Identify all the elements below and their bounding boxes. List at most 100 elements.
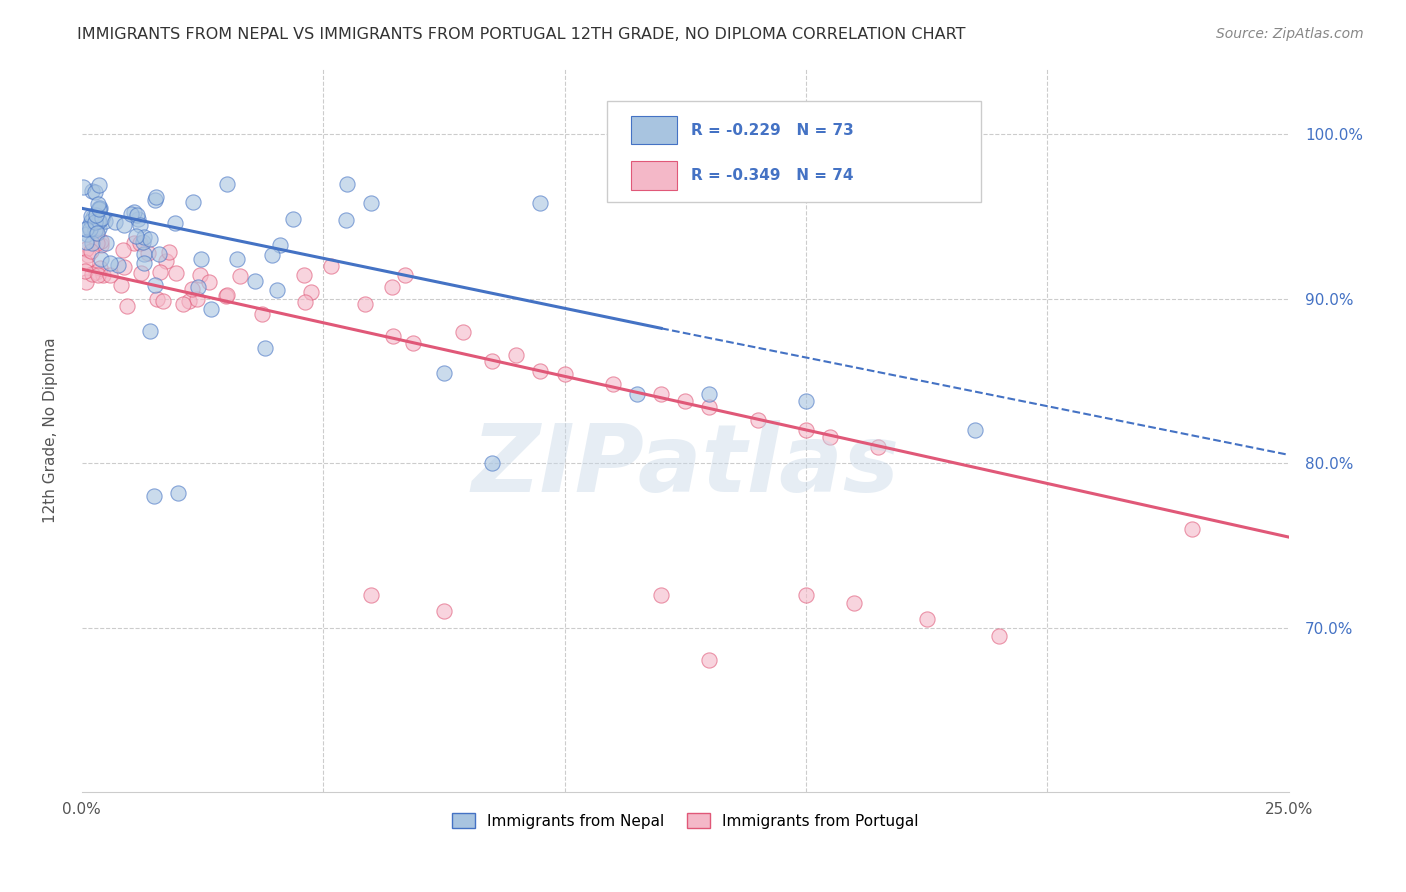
Point [124, 229, 146, 244]
Point [89, 202, 111, 216]
Point [229, 269, 252, 284]
Point [292, 268, 315, 283]
Point [673, 393, 696, 408]
Point [650, 588, 672, 602]
Point [107, 258, 129, 272]
Point [89, 178, 111, 192]
Point [505, 348, 527, 362]
Point [104, 215, 127, 229]
Point [626, 128, 648, 142]
Point [87, 214, 110, 228]
Point [188, 268, 211, 283]
Point [128, 218, 150, 232]
Point [132, 247, 155, 261]
Point [360, 196, 382, 211]
Point [82, 184, 104, 198]
Point [75, 275, 97, 289]
Point [200, 302, 222, 317]
Point [157, 244, 180, 259]
Point [136, 246, 159, 260]
Point [82, 210, 104, 224]
Point [163, 215, 186, 229]
Point [79, 222, 101, 236]
Point [129, 235, 152, 250]
Point [143, 194, 166, 208]
Point [84, 223, 107, 237]
Point [87, 201, 110, 215]
Point [215, 289, 238, 303]
Point [80, 244, 103, 258]
Point [699, 401, 721, 415]
Point [336, 177, 359, 191]
Point [80, 210, 103, 224]
Point [83, 215, 105, 229]
Point [75, 221, 97, 235]
Point [602, 377, 624, 392]
Point [75, 264, 97, 278]
Point [110, 278, 132, 293]
Point [626, 387, 648, 401]
Y-axis label: 12th Grade, No Diploma: 12th Grade, No Diploma [44, 337, 58, 523]
Point [98, 268, 121, 283]
Point [82, 267, 104, 281]
Point [183, 194, 205, 209]
Point [481, 354, 503, 368]
Text: ZIPatlas: ZIPatlas [471, 420, 900, 512]
Point [86, 236, 108, 251]
Point [554, 368, 576, 382]
Point [90, 238, 112, 252]
Point [129, 267, 152, 281]
Point [243, 274, 266, 288]
Point [215, 177, 238, 191]
Point [127, 212, 149, 227]
Point [122, 236, 145, 251]
Point [122, 205, 145, 219]
Point [394, 268, 416, 282]
Point [155, 254, 177, 268]
Point [529, 364, 551, 378]
Point [198, 275, 221, 289]
Point [87, 268, 110, 282]
Point [83, 186, 105, 200]
Point [186, 292, 208, 306]
Point [86, 265, 108, 279]
Point [818, 430, 841, 444]
Point [335, 213, 357, 227]
Point [132, 235, 155, 250]
Point [381, 280, 404, 294]
Point [146, 292, 169, 306]
Point [132, 230, 155, 244]
Point [152, 294, 174, 309]
Point [260, 248, 283, 262]
Point [988, 629, 1011, 643]
Point [299, 285, 322, 300]
Text: Source: ZipAtlas.com: Source: ZipAtlas.com [1216, 27, 1364, 41]
Point [794, 393, 817, 408]
Point [650, 387, 672, 401]
Point [1181, 522, 1204, 536]
Point [87, 196, 110, 211]
Point [143, 489, 166, 503]
Point [76, 248, 98, 262]
Point [90, 252, 112, 266]
Point [225, 252, 247, 266]
Point [91, 268, 114, 283]
Point [86, 208, 108, 222]
Point [77, 219, 100, 233]
Point [529, 196, 551, 211]
Point [80, 214, 103, 228]
Point [134, 256, 156, 270]
Point [433, 366, 456, 380]
Point [143, 277, 166, 292]
Point [115, 299, 138, 313]
Point [794, 423, 817, 437]
Point [94, 214, 117, 228]
Point [269, 237, 291, 252]
Text: IMMIGRANTS FROM NEPAL VS IMMIGRANTS FROM PORTUGAL 12TH GRADE, NO DIPLOMA CORRELA: IMMIGRANTS FROM NEPAL VS IMMIGRANTS FROM… [77, 27, 966, 42]
Point [125, 208, 148, 222]
Point [699, 653, 721, 667]
Point [86, 226, 108, 240]
Point [120, 207, 142, 221]
Point [915, 612, 938, 626]
Point [451, 325, 474, 339]
